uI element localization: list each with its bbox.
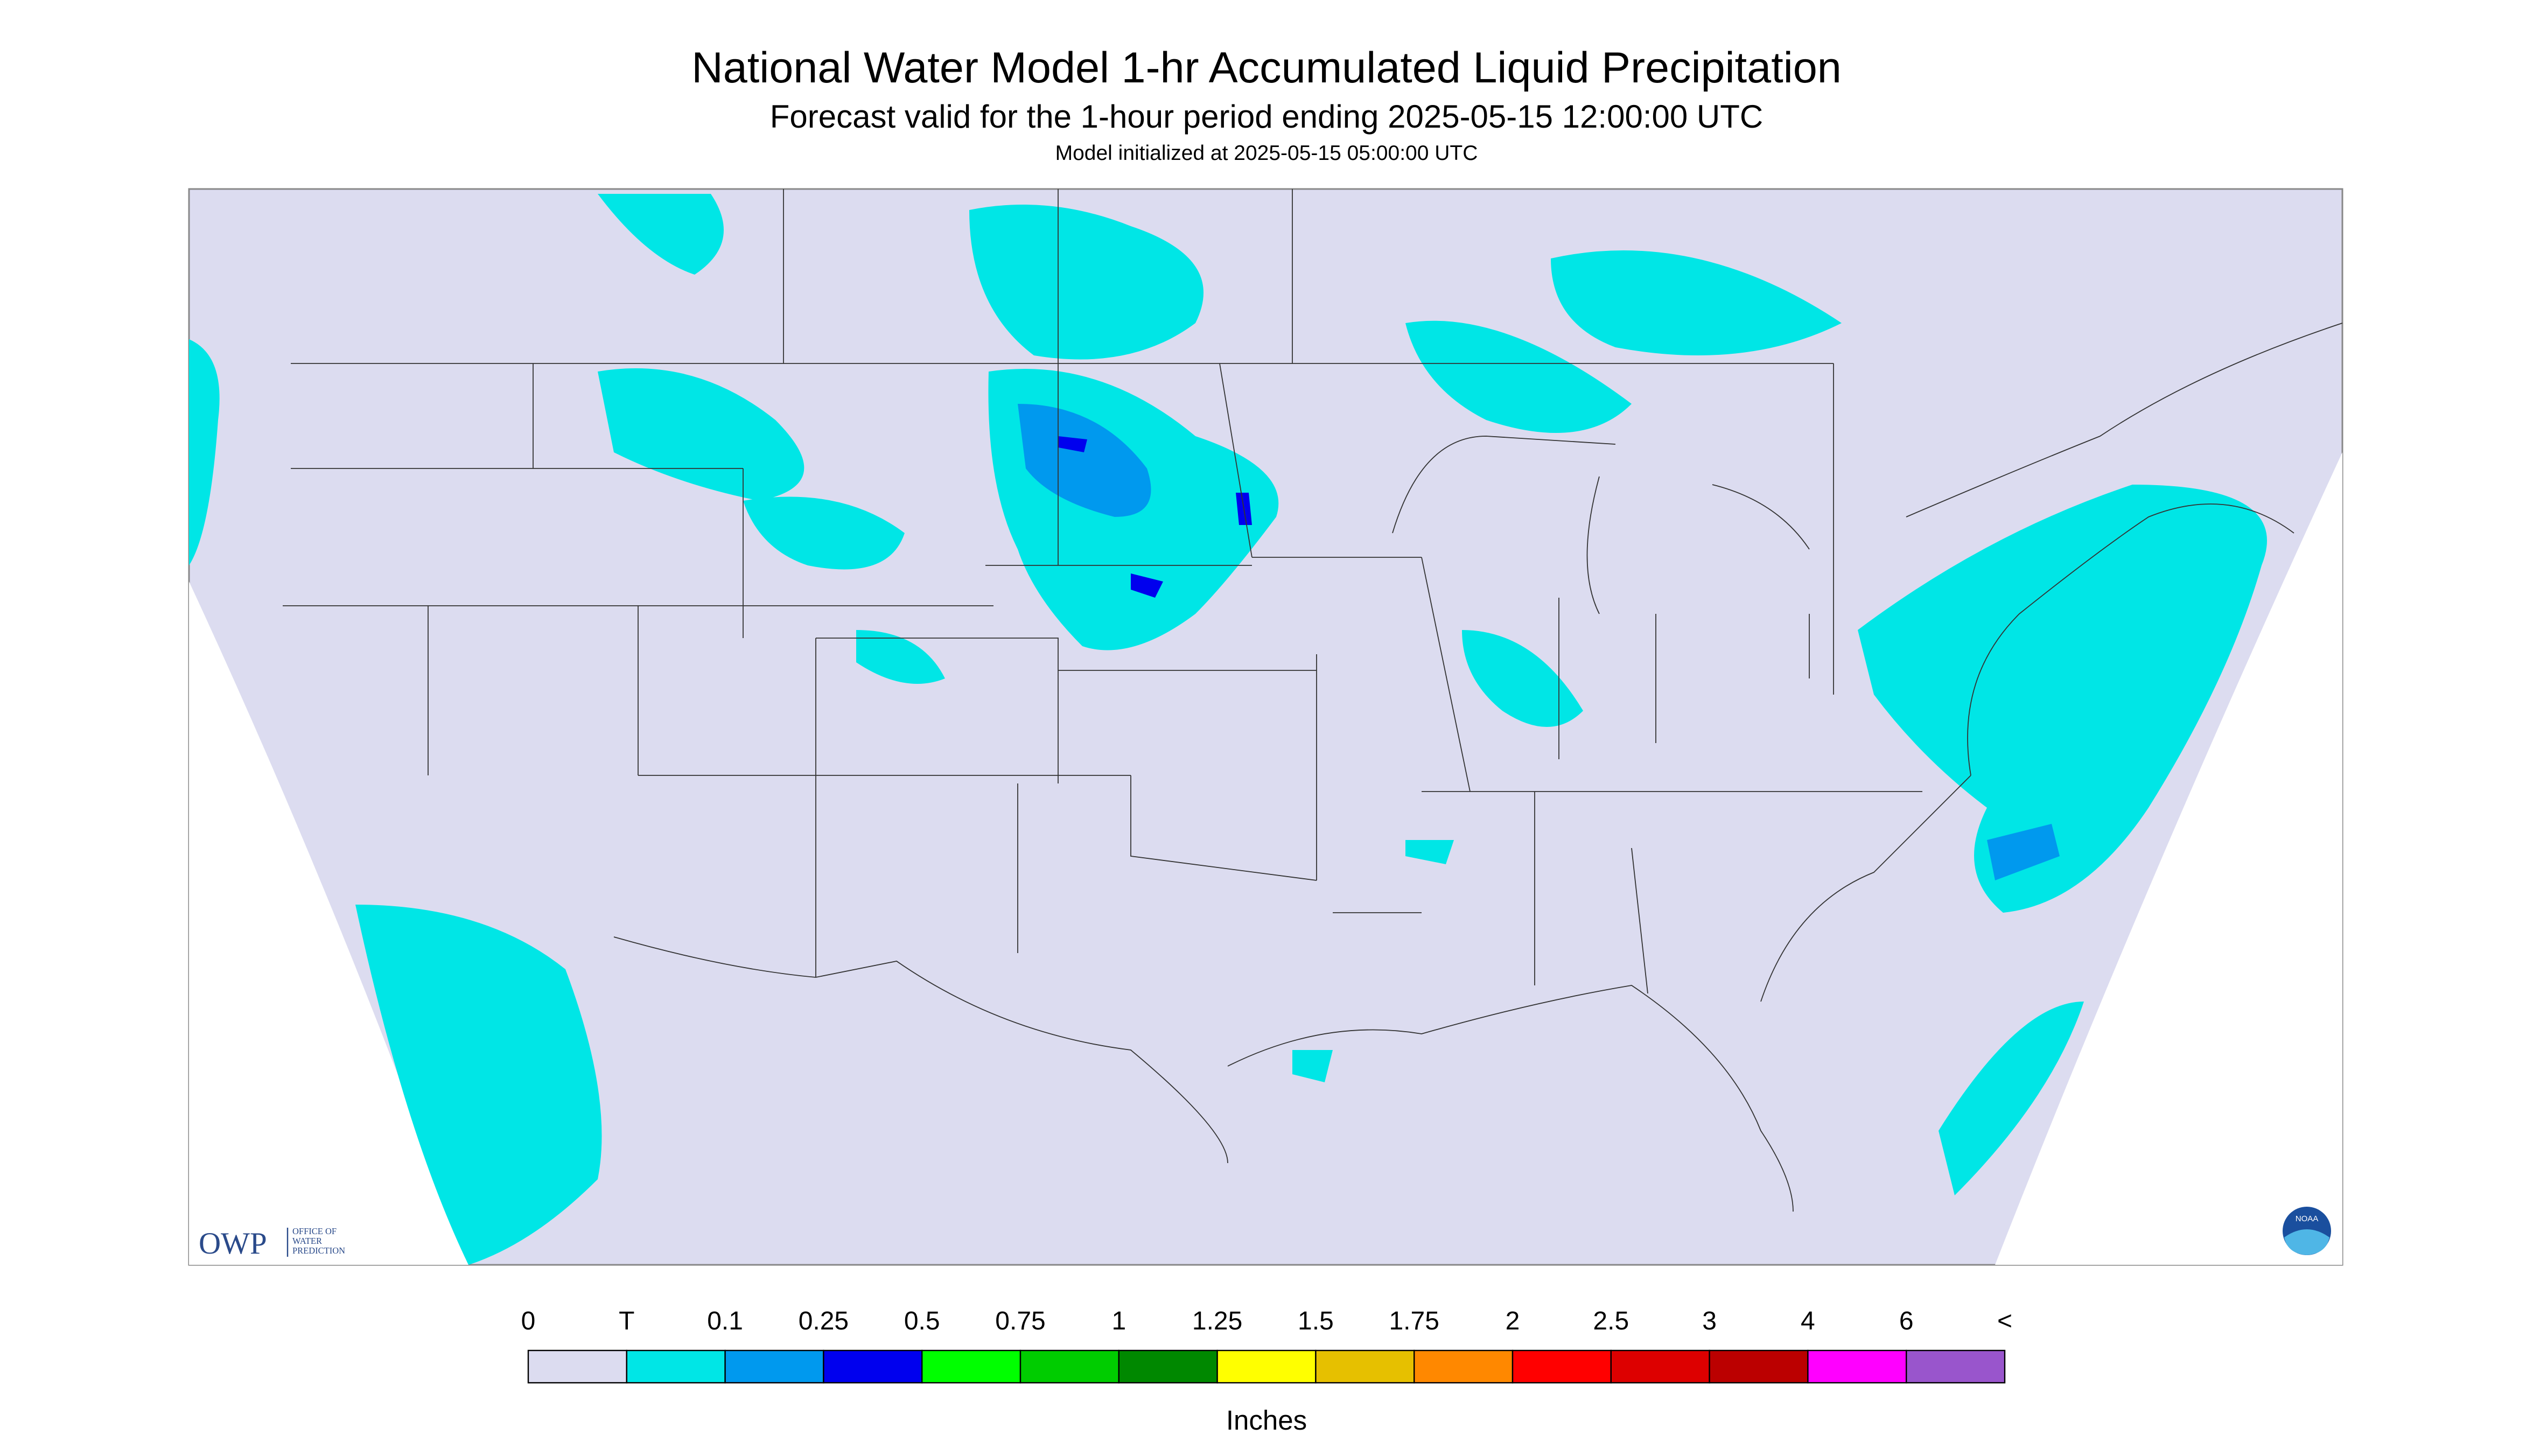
legend-label: 0.1: [707, 1307, 743, 1335]
legend-units: Inches: [1226, 1405, 1307, 1436]
domain-edge-right: [1995, 452, 2342, 1265]
legend-label: 6: [1899, 1307, 1914, 1335]
map: OWP OFFICE OF WATER PREDICTION NOAA: [188, 188, 2343, 1266]
legend-label: 0.25: [799, 1307, 849, 1335]
owp-logo: OWP OFFICE OF WATER PREDICTION: [199, 1226, 345, 1261]
legend-label: 2: [1506, 1307, 1520, 1335]
legend-label: 2.5: [1593, 1307, 1629, 1335]
precipitation: [189, 194, 2267, 1265]
legend-swatch: [527, 1349, 628, 1384]
legend-label: 4: [1801, 1307, 1815, 1335]
logo-line: WATER: [292, 1236, 322, 1246]
logo-line: PREDICTION: [292, 1245, 345, 1256]
legend-label: 1.25: [1192, 1307, 1242, 1335]
legend-swatch: [1709, 1349, 1809, 1384]
legend-swatch: [1610, 1349, 1710, 1384]
legend-label: 0: [521, 1307, 536, 1335]
legend-swatch: [1807, 1349, 1907, 1384]
legend-swatch: [724, 1349, 824, 1384]
legend-label: T: [619, 1307, 634, 1335]
boundaries: [283, 189, 2343, 1212]
subtitle: Forecast valid for the 1-hour period end…: [770, 99, 1763, 135]
legend-swatch: [1118, 1349, 1218, 1384]
logo-name: OWP: [199, 1227, 267, 1261]
noaa-badge: NOAA: [2296, 1214, 2319, 1223]
legend-label: 1.5: [1298, 1307, 1334, 1335]
legend-label: 0.5: [904, 1307, 940, 1335]
legend-label: <: [1997, 1307, 2012, 1335]
legend-label: 1: [1111, 1307, 1126, 1335]
legend-swatch: [626, 1349, 726, 1384]
legend-swatch: [1216, 1349, 1317, 1384]
legend-swatch: [921, 1349, 1021, 1384]
legend-swatch: [1905, 1349, 2006, 1384]
domain-edge-left: [189, 582, 468, 1265]
logo-line: OFFICE OF: [292, 1226, 337, 1236]
init-note: Model initialized at 2025-05-15 05:00:00…: [1055, 142, 1478, 165]
legend-swatch: [1414, 1349, 1514, 1384]
legend-swatch: [1512, 1349, 1612, 1384]
legend-swatch: [823, 1349, 923, 1384]
title: National Water Model 1-hr Accumulated Li…: [691, 44, 1842, 92]
legend-swatch: [1315, 1349, 1415, 1384]
legend-label: 3: [1702, 1307, 1717, 1335]
noaa-logo: NOAA: [2283, 1207, 2331, 1256]
legend-swatch: [1019, 1349, 1120, 1384]
color-legend: 0 T 0.1 0.25 0.5 0.75 1 1.25 1.5 1.75 2 2.5 3 4 6 <: [521, 1307, 2012, 1384]
legend-label: 0.75: [995, 1307, 1045, 1335]
legend-label: 1.75: [1389, 1307, 1439, 1335]
